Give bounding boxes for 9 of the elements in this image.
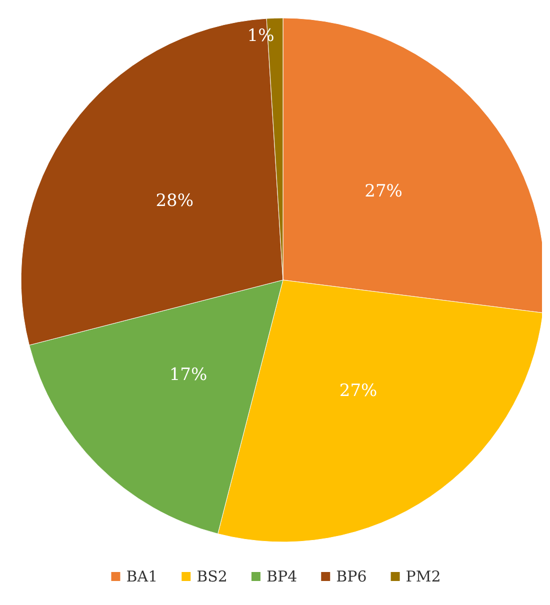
legend-label: BP4 [266, 568, 298, 586]
data-label: 17% [169, 364, 208, 385]
data-label: 27% [339, 380, 378, 401]
legend-label: BS2 [196, 568, 228, 586]
legend-label: PM2 [406, 568, 441, 586]
legend-label: BA1 [126, 568, 158, 586]
legend-label: BP6 [336, 568, 367, 586]
data-label: 27% [364, 181, 402, 202]
data-label: 28% [156, 191, 194, 212]
